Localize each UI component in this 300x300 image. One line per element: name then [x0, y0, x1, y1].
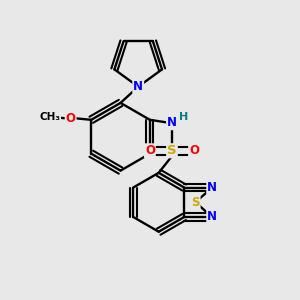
Text: N: N — [207, 211, 217, 224]
Text: O: O — [66, 112, 76, 125]
Text: N: N — [133, 80, 143, 93]
Text: H: H — [178, 112, 188, 122]
Text: O: O — [145, 144, 155, 157]
Text: CH₃: CH₃ — [40, 112, 61, 122]
Text: S: S — [191, 196, 200, 209]
Text: N: N — [207, 181, 217, 194]
Text: O: O — [189, 144, 199, 157]
Text: N: N — [167, 116, 177, 129]
Text: S: S — [167, 144, 177, 157]
